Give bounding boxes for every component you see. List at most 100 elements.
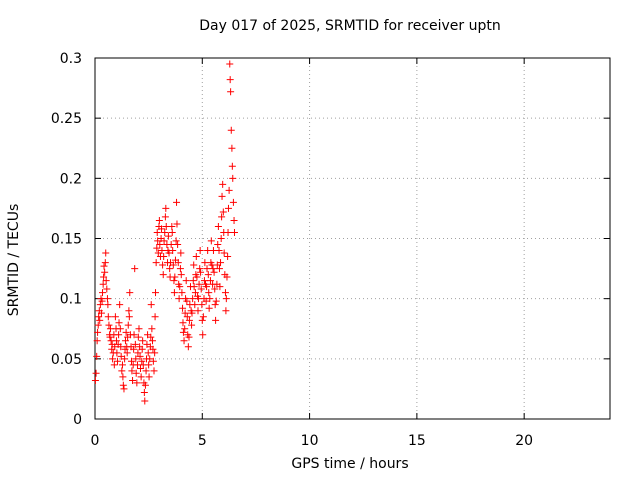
x-axis-label: GPS time / hours: [291, 456, 409, 472]
data-point: [197, 285, 205, 293]
data-point: [112, 337, 120, 345]
data-point: [207, 237, 215, 245]
data-point: [189, 277, 197, 285]
data-point: [130, 331, 138, 339]
y-axis-label: SRMTID / TECUs: [6, 203, 22, 317]
data-point: [179, 319, 187, 327]
data-point: [153, 244, 161, 252]
data-point: [224, 204, 232, 212]
data-point: [176, 283, 184, 291]
data-point: [168, 228, 176, 236]
data-point: [199, 313, 207, 321]
data-point: [116, 325, 124, 333]
data-point: [135, 325, 143, 333]
data-point: [167, 241, 175, 249]
data-point: [181, 309, 189, 317]
data-point: [151, 313, 159, 321]
data-point: [218, 213, 226, 221]
data-point: [214, 222, 222, 230]
data-point: [93, 337, 101, 345]
data-point: [230, 228, 238, 236]
data-point: [162, 204, 170, 212]
data-point: [225, 186, 233, 194]
data-point: [115, 331, 123, 339]
x-tick-label: 10: [301, 433, 319, 449]
data-point: [150, 367, 158, 375]
data-point: [164, 232, 172, 240]
data-point: [147, 333, 155, 341]
data-point: [212, 316, 220, 324]
data-point: [136, 364, 144, 372]
data-point: [224, 253, 232, 261]
data-point: [173, 220, 181, 228]
data-point: [103, 295, 111, 303]
data-point: [172, 237, 180, 245]
data-point: [169, 261, 177, 269]
data-point: [202, 297, 210, 305]
data-point: [168, 222, 176, 230]
data-point: [188, 309, 196, 317]
data-point: [121, 337, 129, 345]
data-point: [132, 355, 140, 363]
y-tick-label: 0.15: [51, 232, 82, 248]
data-point: [127, 357, 135, 365]
data-point: [133, 379, 141, 387]
data-point: [188, 321, 196, 329]
data-point: [179, 328, 187, 336]
chart-grid: [95, 58, 610, 419]
data-point: [181, 325, 189, 333]
data-point: [223, 273, 231, 281]
data-point: [117, 343, 125, 351]
data-point: [222, 307, 230, 315]
data-point: [124, 321, 132, 329]
data-point: [119, 373, 127, 381]
data-point: [145, 361, 153, 369]
data-point: [180, 337, 188, 345]
data-point: [137, 373, 145, 381]
data-point: [201, 259, 209, 267]
data-point: [228, 144, 236, 152]
data-point: [178, 289, 186, 297]
data-point: [185, 333, 193, 341]
data-point: [119, 381, 127, 389]
data-point: [160, 253, 168, 261]
data-point: [219, 208, 227, 216]
data-point: [115, 319, 123, 327]
data-point: [118, 361, 126, 369]
data-point: [97, 309, 105, 317]
data-point: [192, 253, 200, 261]
data-point: [158, 247, 166, 255]
data-point: [227, 126, 235, 134]
data-point: [98, 297, 106, 305]
data-point: [198, 316, 206, 324]
data-point: [197, 268, 205, 276]
data-point: [96, 301, 104, 309]
data-point: [204, 271, 212, 279]
data-point: [222, 295, 230, 303]
data-point: [140, 389, 148, 397]
data-point: [151, 349, 159, 357]
x-tick-label: 20: [515, 433, 533, 449]
data-point: [134, 349, 142, 357]
data-point: [214, 241, 222, 249]
data-point: [91, 376, 99, 384]
data-point: [144, 349, 152, 357]
data-point: [116, 301, 124, 309]
data-point: [217, 235, 225, 242]
data-point: [106, 333, 114, 341]
data-point: [226, 60, 234, 68]
data-point: [229, 174, 237, 182]
data-point: [205, 304, 213, 312]
data-point: [221, 289, 229, 297]
data-point: [171, 273, 179, 281]
data-point: [179, 304, 187, 312]
y-tick-label: 0.25: [51, 111, 82, 127]
data-point: [170, 277, 178, 285]
data-point: [182, 277, 190, 285]
data-point: [219, 180, 227, 188]
data-point: [229, 198, 237, 206]
data-point: [110, 361, 118, 369]
data-point: [152, 259, 160, 267]
y-tick-label: 0: [73, 412, 82, 428]
data-point: [226, 76, 234, 84]
